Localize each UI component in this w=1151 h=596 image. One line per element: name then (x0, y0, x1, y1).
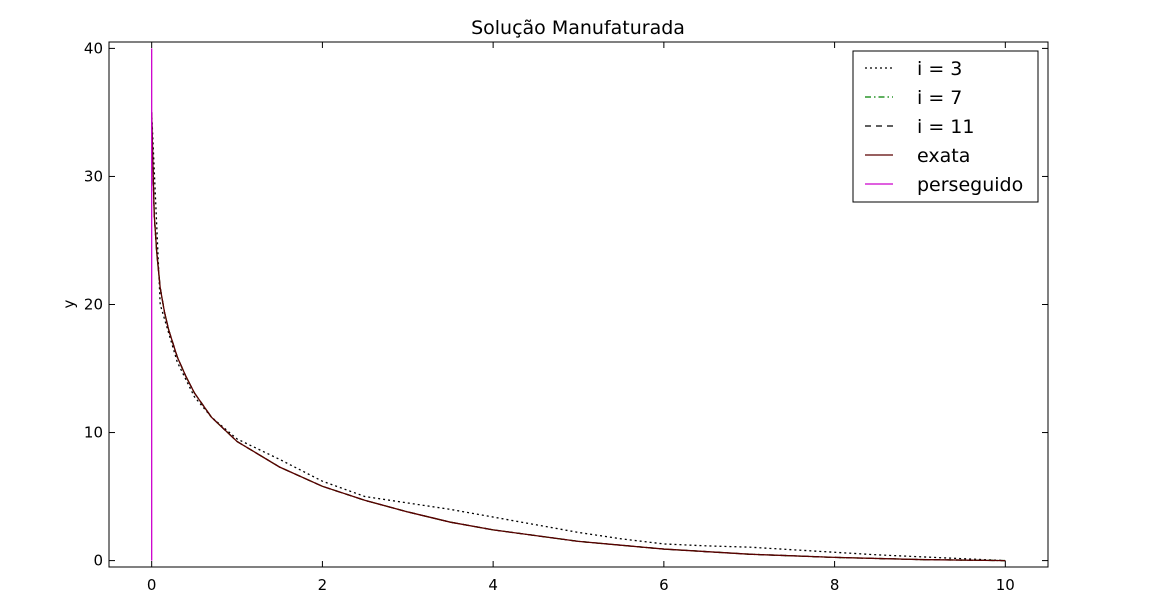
legend-label-4: perseguido (917, 174, 1023, 196)
x-tick-label-2: 4 (488, 576, 498, 594)
x-tick-label-4: 8 (830, 576, 840, 594)
x-tick-label-5: 10 (996, 576, 1015, 594)
legend-label-2: i = 11 (917, 116, 974, 138)
y-tick-label-1: 10 (84, 424, 103, 442)
series-line-3 (151, 112, 1006, 562)
legend-label-1: i = 7 (917, 87, 962, 109)
legend-label-3: exata (917, 145, 970, 167)
x-tick-label-3: 6 (659, 576, 669, 594)
y-axis-label: y (60, 299, 78, 308)
legend-label-0: i = 3 (917, 58, 962, 80)
y-tick-label-4: 40 (84, 39, 103, 57)
x-tick-label-1: 2 (318, 576, 328, 594)
y-tick-label-0: 0 (93, 552, 103, 570)
ticks-layer: 0 2 4 6 8 10 0 10 20 30 40 (84, 39, 1048, 594)
series-layer (151, 48, 1006, 562)
x-tick-label-0: 0 (147, 576, 157, 594)
chart-title: Solução Manufaturada (471, 17, 685, 39)
legend-box (852, 50, 1039, 203)
legend: i = 3 i = 7 i = 11 exata perseguido (852, 50, 1039, 203)
y-tick-label-3: 30 (84, 167, 103, 185)
y-tick-label-2: 20 (84, 296, 103, 314)
